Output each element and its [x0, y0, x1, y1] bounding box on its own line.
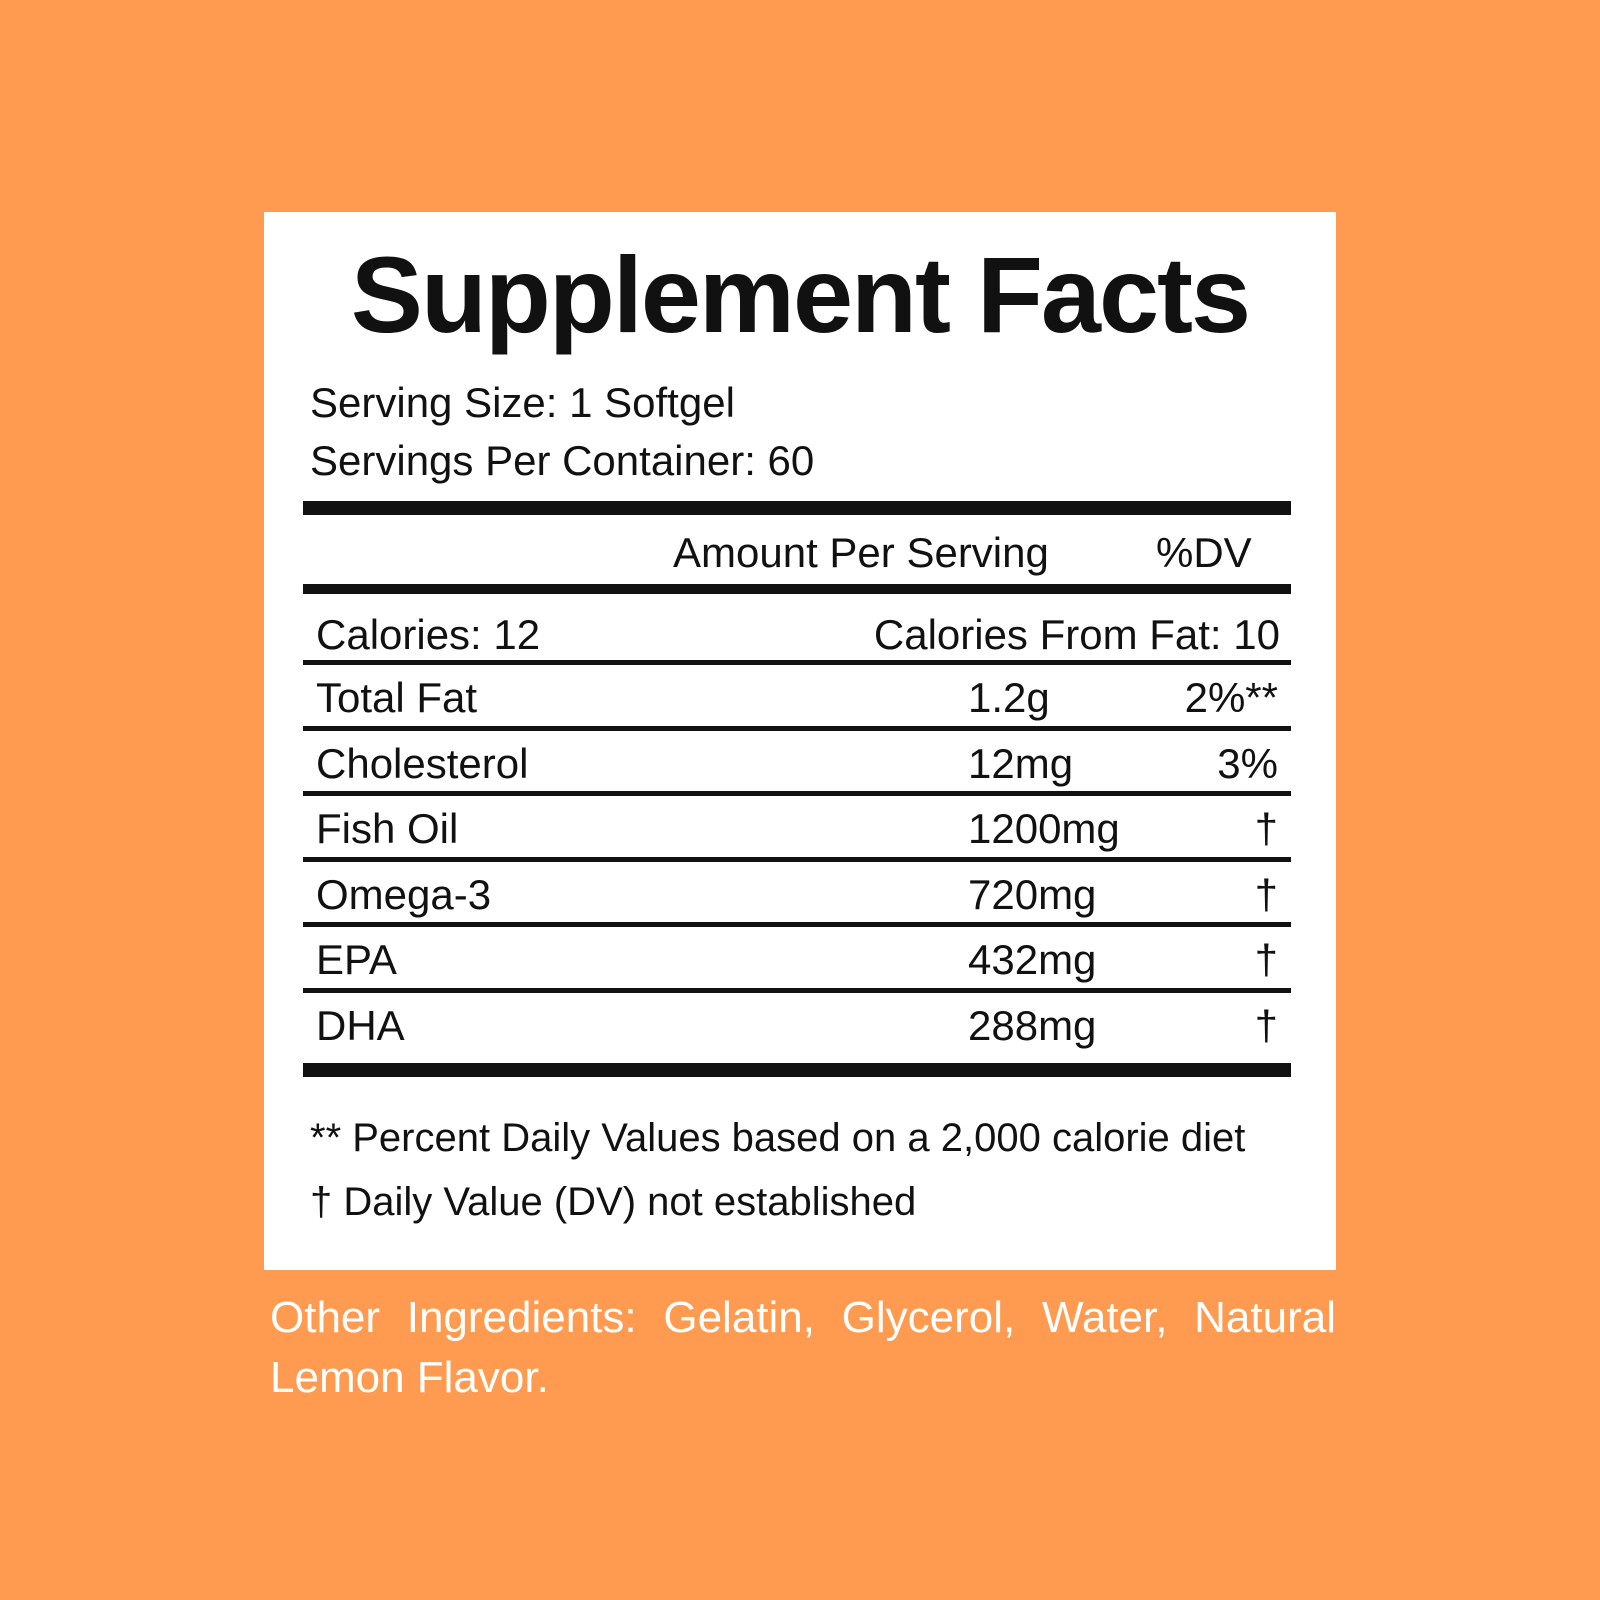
nutrient-amount: 12mg [968, 739, 1074, 787]
facts-panel [264, 212, 1336, 1270]
nutrient-name: EPA [316, 936, 397, 983]
nutrient-amount: 720mg [968, 870, 1097, 918]
rule [303, 922, 1291, 927]
nutrient-dv: † [1254, 805, 1278, 852]
rule [303, 1063, 1291, 1077]
footnote: † Daily Value (DV) not established [310, 1180, 917, 1224]
nutrient-name: Total Fat [316, 674, 478, 721]
other-ingredients: Other Ingredients: Gelatin, Glycerol, Wa… [270, 1293, 1336, 1402]
servings-per-container: Servings Per Container: 60 [310, 437, 815, 484]
nutrient-name: Omega-3 [316, 870, 492, 918]
nutrient-dv: † [1254, 1001, 1278, 1049]
nutrient-dv: † [1254, 870, 1278, 918]
nutrient-dv: 2%** [1184, 674, 1278, 721]
rule [303, 791, 1291, 796]
rule [303, 501, 1291, 515]
amount-header: Amount Per Serving [673, 529, 1049, 576]
nutrient-amount: 1.2g [968, 674, 1050, 721]
nutrient-amount: 288mg [968, 1001, 1097, 1049]
rule [303, 987, 1291, 993]
nutrient-amount: 1200mg [968, 805, 1120, 852]
calories-from-fat: Calories From Fat: 10 [873, 611, 1280, 658]
calories: Calories: 12 [316, 611, 541, 658]
dv-header: %DV [1156, 529, 1252, 576]
footnote: ** Percent Daily Values based on a 2,000… [310, 1116, 1246, 1160]
rule [303, 584, 1291, 594]
nutrient-dv: 3% [1217, 739, 1278, 787]
rule [303, 660, 1291, 665]
title: Supplement Facts [350, 234, 1251, 355]
nutrient-amount: 432mg [968, 936, 1097, 983]
rule [303, 856, 1291, 862]
nutrient-name: DHA [316, 1001, 405, 1049]
serving-size: Serving Size: 1 Softgel [310, 379, 735, 426]
nutrient-name: Fish Oil [316, 805, 459, 852]
rule [303, 725, 1291, 731]
nutrient-name: Cholesterol [316, 739, 529, 787]
nutrient-dv: † [1254, 936, 1278, 983]
